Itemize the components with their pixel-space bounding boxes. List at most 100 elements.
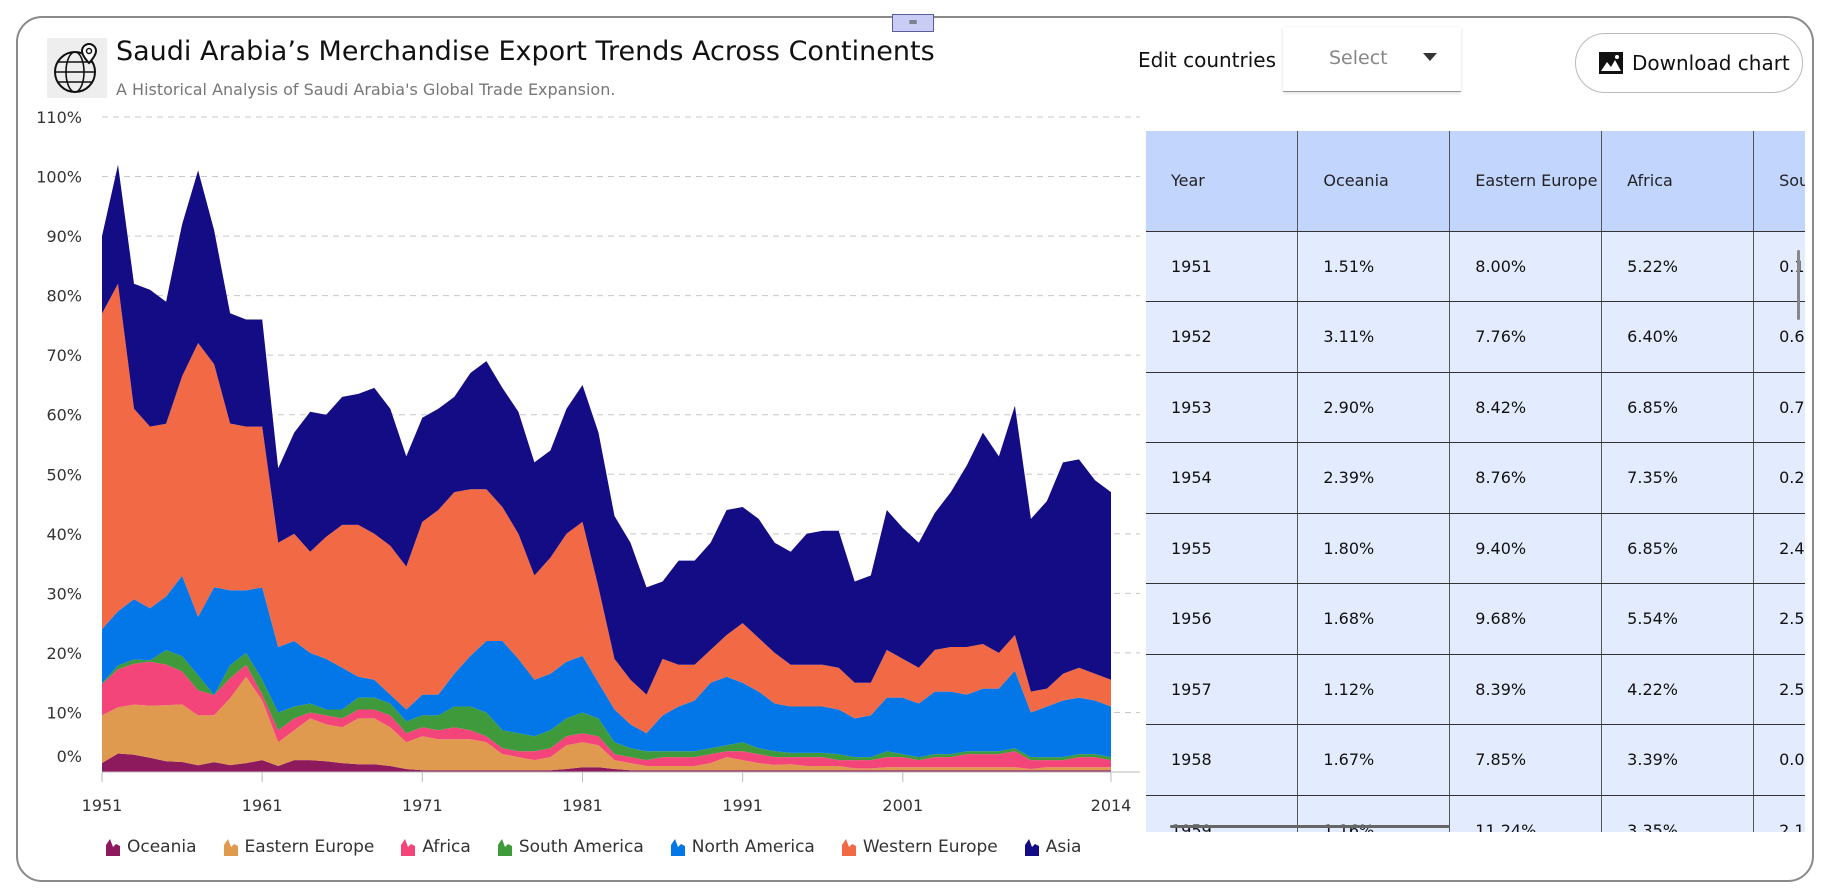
table-cell: 5.54% [1601, 583, 1755, 655]
column-header[interactable]: South America [1753, 131, 1805, 232]
table-cell: 1958 [1146, 724, 1299, 796]
area-series-icon [1024, 839, 1039, 856]
download-chart-label: Download chart [1632, 51, 1790, 75]
table-cell: 7.35% [1601, 442, 1755, 514]
chart-subtitle: A Historical Analysis of Saudi Arabia's … [116, 80, 616, 99]
table-cell: 0.17% [1753, 231, 1805, 302]
table-cell: 1.12% [1297, 654, 1451, 725]
y-tick-label: 80% [46, 287, 82, 306]
area-series-icon [497, 839, 512, 856]
x-tick-label: 1991 [722, 796, 763, 815]
table-cell: 8.00% [1449, 231, 1603, 302]
table-cell: 2.39% [1297, 442, 1451, 514]
x-tick-label: 2001 [882, 796, 923, 815]
table-cell: 1951 [1146, 231, 1299, 302]
x-tick-label: 1971 [402, 796, 443, 815]
table-cell: 1.67% [1297, 724, 1451, 796]
table-cell: 2.56% [1753, 583, 1805, 655]
legend-item[interactable]: Eastern Europe [223, 837, 374, 857]
caret-down-icon [1423, 53, 1437, 61]
legend-item[interactable]: Oceania [105, 837, 197, 857]
legend-item[interactable]: South America [497, 837, 644, 857]
y-tick-label: 10% [46, 703, 82, 722]
table-cell: 0.62% [1753, 301, 1805, 373]
legend-item[interactable]: North America [670, 837, 815, 857]
column-header[interactable]: Africa [1601, 131, 1755, 232]
table-cell: 9.40% [1449, 513, 1603, 584]
area-western-europe [102, 283, 1111, 734]
table-cell: 1955 [1146, 513, 1299, 584]
area-south-america [102, 650, 1111, 761]
drag-handle[interactable]: ═ [892, 14, 934, 32]
legend-item[interactable]: Western Europe [841, 837, 998, 857]
legend-label: Africa [422, 837, 471, 857]
column-header[interactable]: Year [1146, 131, 1299, 232]
area-oceania [102, 753, 1111, 772]
table-cell: 0.25% [1753, 442, 1805, 514]
area-africa [102, 661, 1111, 769]
x-tick-label: 1951 [82, 796, 123, 815]
select-value: Select [1329, 47, 1388, 69]
area-series-icon [401, 839, 416, 856]
vertical-scrollbar[interactable] [1797, 250, 1800, 320]
legend-label: South America [518, 837, 644, 857]
table-cell: 4.22% [1601, 654, 1755, 725]
legend-label: Western Europe [862, 837, 998, 857]
countries-select[interactable]: Select [1283, 27, 1461, 92]
y-tick-label: 70% [46, 346, 82, 365]
legend-item[interactable]: Africa [400, 837, 471, 857]
x-tick-label: 2014 [1091, 796, 1132, 815]
legend-label: Oceania [127, 837, 197, 857]
column-header[interactable]: Eastern Europe [1449, 131, 1603, 232]
table-cell: 1.68% [1297, 583, 1451, 655]
globe-pin-icon [47, 38, 107, 98]
table-cell: 9.68% [1449, 583, 1603, 655]
area-series-icon [106, 839, 120, 856]
table-cell: 1952 [1146, 301, 1299, 373]
column-header[interactable]: Oceania [1297, 131, 1451, 232]
legend-label: Asia [1045, 837, 1082, 857]
table-cell: 3.39% [1601, 724, 1755, 796]
table-cell: 2.51% [1753, 654, 1805, 725]
table-cell: 7.76% [1449, 301, 1603, 373]
legend-label: North America [691, 837, 815, 857]
x-tick-label: 1961 [242, 796, 283, 815]
table-cell: 1953 [1146, 372, 1299, 443]
y-tick-label: 40% [46, 525, 82, 544]
area-eastern-europe [102, 676, 1111, 771]
edit-countries-label: Edit countries [1138, 48, 1277, 72]
area-asia [102, 164, 1111, 695]
area-north-america [102, 575, 1111, 758]
table-cell: 3.11% [1297, 301, 1451, 373]
table-cell: 1954 [1146, 442, 1299, 514]
stacked-area-chart: 0% 10% 20% 30% 40% 50% 60% 70% 80% 90% 100% 110% 195… [36, 108, 1140, 815]
table-cell: 1957 [1146, 654, 1299, 725]
download-chart-button[interactable]: Download chart [1575, 33, 1803, 93]
table-cell: 6.40% [1601, 301, 1755, 373]
legend-item[interactable]: Asia [1024, 837, 1082, 857]
table-cell: 8.39% [1449, 654, 1603, 725]
table-cell: 5.22% [1601, 231, 1755, 302]
image-icon [1599, 52, 1623, 74]
table-cell: 1.51% [1297, 231, 1451, 302]
y-tick-label: 60% [46, 406, 82, 425]
y-tick-label: 30% [46, 584, 82, 603]
table-cell: 0.00% [1753, 724, 1805, 796]
horizontal-scrollbar[interactable] [1170, 825, 1450, 828]
table-cell: 3.35% [1601, 795, 1755, 832]
y-tick-label: 50% [46, 465, 82, 484]
y-tick-label: 0% [57, 747, 82, 766]
chart-title: Saudi Arabia’s Merchandise Export Trends… [116, 36, 935, 67]
table-cell: 7.85% [1449, 724, 1603, 796]
y-tick-label: 90% [46, 227, 82, 246]
table-cell: 1956 [1146, 583, 1299, 655]
